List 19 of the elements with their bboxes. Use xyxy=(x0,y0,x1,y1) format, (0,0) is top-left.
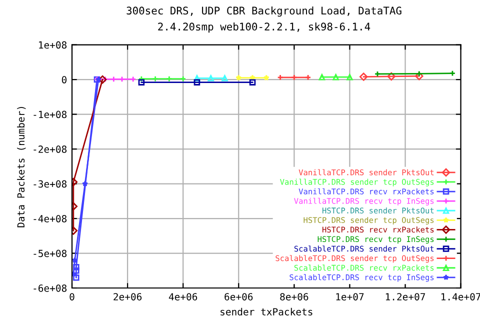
x-tick-label: 0 xyxy=(70,293,74,300)
y-tick-label: 1e+08 xyxy=(39,41,67,49)
chart-title: 300sec DRS, UDP CBR Background Load, DataTAG xyxy=(126,6,402,17)
y-tick-label: -4e+08 xyxy=(34,215,67,222)
x-tick-label: 4e+06 xyxy=(168,293,198,300)
y-axis-title: Data Packets (number) xyxy=(17,106,26,228)
y-tick-label: -6e+08 xyxy=(34,284,67,292)
x-tick-label: 1.2e+07 xyxy=(386,293,426,300)
y-tick-label: -1e+08 xyxy=(34,110,67,118)
y-tick-label: -3e+08 xyxy=(34,180,67,188)
x-tick-label: 6e+06 xyxy=(224,293,253,300)
chart-subtitle: 2.4.20smp web100-2.2.1, sk98-6.1.4 xyxy=(158,22,370,33)
y-tick-label: 0 xyxy=(62,76,67,84)
y-tick-label: -2e+08 xyxy=(34,146,67,153)
y-tick-label: -5e+08 xyxy=(34,250,67,258)
x-tick-label: 2e+06 xyxy=(114,293,142,300)
x-tick-label: 8e+06 xyxy=(280,293,308,300)
x-axis-title: sender txPackets xyxy=(220,308,312,316)
x-tick-label: 1e+07 xyxy=(336,293,364,300)
